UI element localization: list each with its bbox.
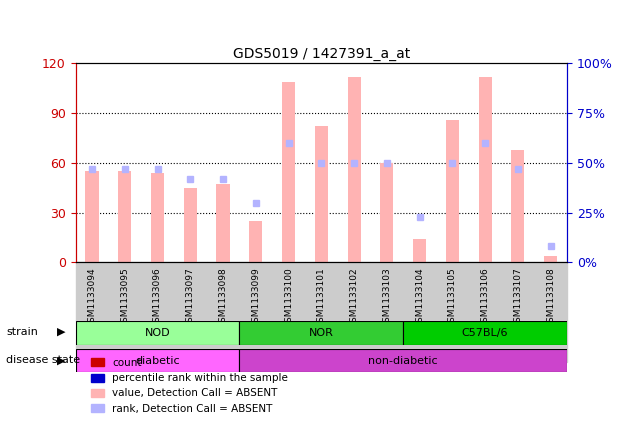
- Bar: [174, 262, 207, 362]
- Bar: [436, 262, 469, 362]
- Bar: [184, 188, 197, 262]
- Bar: [403, 262, 436, 362]
- Bar: [544, 255, 557, 262]
- Bar: [512, 150, 524, 262]
- Text: NOR: NOR: [309, 328, 334, 338]
- Bar: [239, 262, 272, 362]
- Text: strain: strain: [6, 327, 38, 337]
- Text: disease state: disease state: [6, 355, 81, 365]
- Bar: [501, 262, 534, 362]
- Bar: [108, 262, 141, 362]
- Bar: [413, 239, 426, 262]
- Bar: [348, 77, 360, 262]
- Bar: [479, 77, 491, 262]
- FancyBboxPatch shape: [239, 321, 403, 345]
- Bar: [207, 262, 239, 362]
- Bar: [141, 262, 174, 362]
- Bar: [305, 262, 338, 362]
- Bar: [86, 171, 98, 262]
- FancyBboxPatch shape: [239, 349, 567, 372]
- Bar: [272, 262, 305, 362]
- Bar: [338, 262, 370, 362]
- Bar: [118, 171, 131, 262]
- Text: non-diabetic: non-diabetic: [369, 356, 438, 365]
- Bar: [315, 126, 328, 262]
- Bar: [76, 262, 108, 362]
- Text: ▶: ▶: [57, 327, 65, 337]
- Bar: [534, 262, 567, 362]
- Bar: [217, 184, 229, 262]
- FancyBboxPatch shape: [76, 321, 239, 345]
- Text: ▶: ▶: [57, 355, 65, 365]
- Bar: [282, 82, 295, 262]
- Bar: [381, 163, 393, 262]
- Bar: [446, 120, 459, 262]
- Text: diabetic: diabetic: [135, 356, 180, 365]
- FancyBboxPatch shape: [403, 321, 567, 345]
- Bar: [151, 173, 164, 262]
- Text: NOD: NOD: [145, 328, 170, 338]
- Bar: [469, 262, 501, 362]
- Legend: count, percentile rank within the sample, value, Detection Call = ABSENT, rank, : count, percentile rank within the sample…: [87, 354, 292, 418]
- Text: C57BL/6: C57BL/6: [462, 328, 508, 338]
- Bar: [249, 221, 262, 262]
- Title: GDS5019 / 1427391_a_at: GDS5019 / 1427391_a_at: [232, 47, 410, 61]
- FancyBboxPatch shape: [76, 349, 239, 372]
- Bar: [370, 262, 403, 362]
